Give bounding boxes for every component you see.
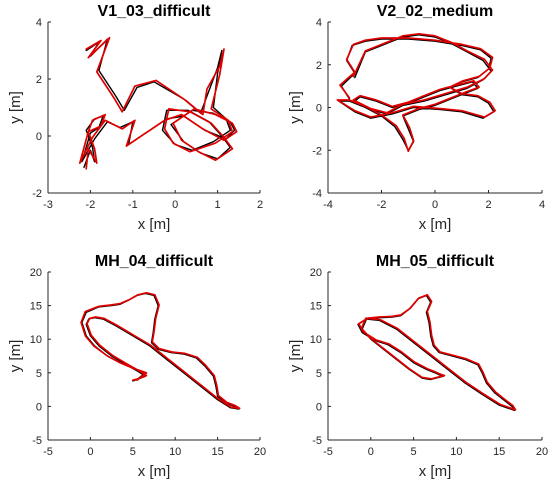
x-tick-label: 2: [257, 199, 263, 211]
x-tick-label: 2: [485, 199, 491, 211]
y-tick-label: 20: [310, 267, 322, 279]
y-tick-label: 15: [30, 301, 42, 313]
chart-title: V1_03_difficult: [98, 3, 212, 20]
y-tick-label: -2: [312, 145, 322, 157]
x-tick-label: -5: [43, 446, 53, 458]
trajectory-estimate: [78, 36, 238, 170]
y-axis-label: y [m]: [7, 91, 24, 124]
y-axis-label: y [m]: [7, 340, 24, 373]
x-tick-label: 5: [130, 446, 136, 458]
y-tick-label: 5: [316, 368, 322, 380]
x-tick-label: -2: [86, 199, 96, 211]
trajectory-ground-truth: [357, 294, 516, 412]
x-tick-label: -5: [323, 446, 333, 458]
x-tick-label: -4: [323, 199, 333, 211]
trajectory-estimate: [336, 32, 497, 153]
chart-title: V2_02_medium: [377, 3, 494, 20]
x-tick-label: -3: [43, 199, 53, 211]
x-tick-label: -1: [128, 199, 138, 211]
y-axis-label: y [m]: [287, 340, 304, 373]
y-tick-label: -5: [32, 435, 42, 447]
y-tick-label: 10: [310, 334, 322, 346]
x-axis-label: x [m]: [138, 463, 171, 480]
trajectory-estimate: [357, 293, 517, 411]
x-tick-label: -2: [377, 199, 387, 211]
x-tick-label: 0: [432, 199, 438, 211]
x-tick-label: 15: [493, 446, 505, 458]
chart-title: MH_05_difficult: [376, 253, 495, 270]
y-tick-label: 15: [310, 301, 322, 313]
y-tick-label: 20: [30, 267, 42, 279]
x-tick-label: 10: [450, 446, 462, 458]
y-tick-label: 0: [316, 401, 322, 413]
y-tick-label: 0: [316, 103, 322, 115]
x-tick-label: 0: [87, 446, 93, 458]
trajectory-group: [78, 36, 238, 170]
y-tick-label: 4: [316, 17, 322, 29]
x-tick-label: 5: [411, 446, 417, 458]
x-axis-label: x [m]: [419, 463, 452, 480]
y-tick-label: 2: [36, 74, 42, 86]
y-tick-label: 5: [36, 368, 42, 380]
x-tick-label: 1: [215, 199, 221, 211]
x-tick-label: 20: [254, 446, 266, 458]
x-tick-label: 15: [211, 446, 223, 458]
x-tick-label: 0: [172, 199, 178, 211]
x-axis-label: x [m]: [419, 216, 452, 233]
y-tick-label: -2: [32, 188, 42, 200]
y-tick-label: 0: [36, 131, 42, 143]
y-tick-label: -5: [312, 435, 322, 447]
y-tick-label: 4: [36, 17, 42, 29]
chart-title: MH_04_difficult: [95, 253, 214, 270]
x-tick-label: 20: [536, 446, 548, 458]
x-tick-label: 10: [169, 446, 181, 458]
y-tick-label: 10: [30, 334, 42, 346]
trajectory-estimate: [80, 291, 241, 410]
x-axis-label: x [m]: [138, 216, 171, 233]
trajectory-group: [80, 291, 241, 410]
y-tick-label: -4: [312, 188, 322, 200]
trajectory-ground-truth: [81, 38, 236, 168]
x-tick-label: 4: [539, 199, 545, 211]
trajectory-ground-truth: [81, 292, 240, 410]
trajectory-group: [336, 32, 497, 153]
trajectory-group: [357, 293, 517, 412]
y-tick-label: 0: [36, 401, 42, 413]
y-tick-label: 2: [316, 60, 322, 72]
x-tick-label: 0: [368, 446, 374, 458]
y-axis-label: y [m]: [287, 91, 304, 124]
